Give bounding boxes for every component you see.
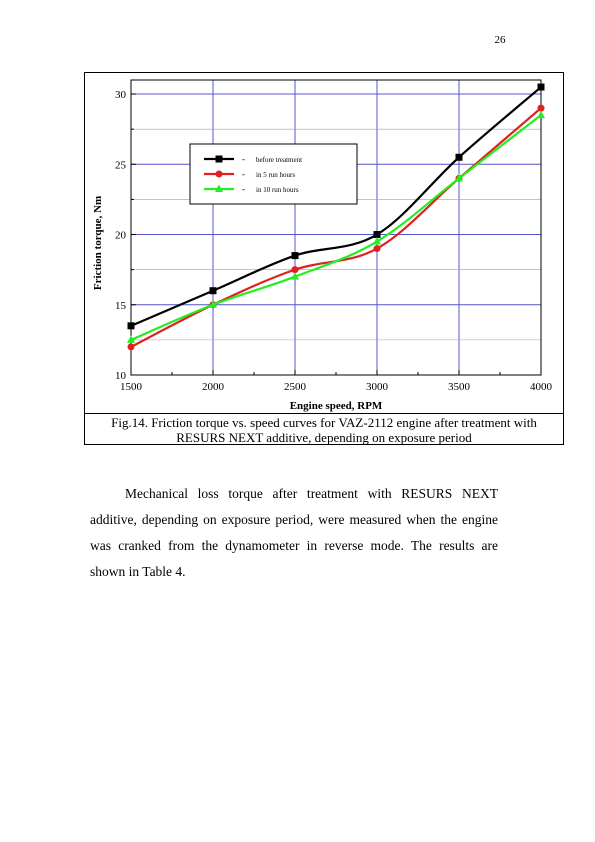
data-point-series-3 [373, 237, 381, 245]
data-point-series-1 [537, 83, 545, 91]
friction-torque-chart: 1500 2000 2500 3000 3500 4000 10 15 20 25 30 - befo… [92, 79, 553, 412]
data-point-series-1 [209, 287, 217, 295]
data-point-series-3 [127, 335, 135, 343]
caption-line-1: Fig.14. Friction torque vs. speed curves… [111, 415, 537, 430]
series-line-1 [130, 86, 542, 327]
data-point-series-3 [209, 300, 217, 308]
figure-frame: 1500 2000 2500 3000 3500 4000 10 15 20 25 30 - befo… [84, 72, 564, 445]
body-text: Mechanical loss torque after treatment w… [90, 481, 498, 585]
legend-label: in 10 run hours [256, 186, 299, 194]
y-tick-label: 20 [115, 230, 127, 242]
page-number: 26 [494, 34, 506, 46]
data-point-series-2 [127, 343, 135, 351]
data-point-series-3 [455, 173, 463, 182]
x-tick-label: 1500 [120, 381, 143, 393]
legend-dash: - [242, 184, 245, 194]
x-axis-label: Engine speed, RPM [290, 400, 383, 412]
x-tick-label: 2000 [202, 381, 225, 393]
y-tick-label: 15 [115, 300, 127, 312]
data-point-series-1 [127, 322, 135, 330]
data-point-series-3 [537, 110, 545, 119]
data-point-series-1 [291, 252, 299, 260]
data-point-series-1 [373, 231, 381, 239]
figure-caption: Fig.14. Friction torque vs. speed curves… [85, 413, 563, 445]
legend-dash: - [242, 169, 245, 179]
y-tick-label: 10 [115, 370, 127, 382]
legend-label: in 5 run hours [256, 171, 295, 179]
x-tick-label: 2500 [284, 381, 307, 393]
series-line-3 [130, 114, 542, 341]
body-paragraph: Mechanical loss torque after treatment w… [90, 486, 498, 579]
legend-label: before treatment [256, 156, 302, 164]
data-point-series-2 [537, 104, 545, 112]
x-tick-label: 3000 [366, 381, 389, 393]
data-point-series-2 [291, 266, 299, 274]
y-tick-label: 30 [115, 89, 127, 101]
y-axis-label: Friction torque, Nm [92, 196, 104, 290]
x-tick-label: 3500 [448, 381, 471, 393]
data-point-series-1 [455, 153, 463, 161]
data-point-series-2 [373, 245, 381, 253]
data-point-series-3 [291, 272, 299, 280]
legend-marker [215, 184, 223, 192]
plot-area [131, 80, 541, 375]
legend-dash: - [242, 154, 245, 164]
chart-container: 1500 2000 2500 3000 3500 4000 10 15 20 25 30 - befo… [85, 73, 563, 413]
x-tick-label: 4000 [530, 381, 553, 393]
caption-line-2: RESURS NEXT additive, depending on expos… [176, 430, 472, 445]
legend-marker [215, 155, 223, 163]
y-tick-label: 25 [115, 159, 127, 171]
legend-marker [215, 170, 223, 178]
